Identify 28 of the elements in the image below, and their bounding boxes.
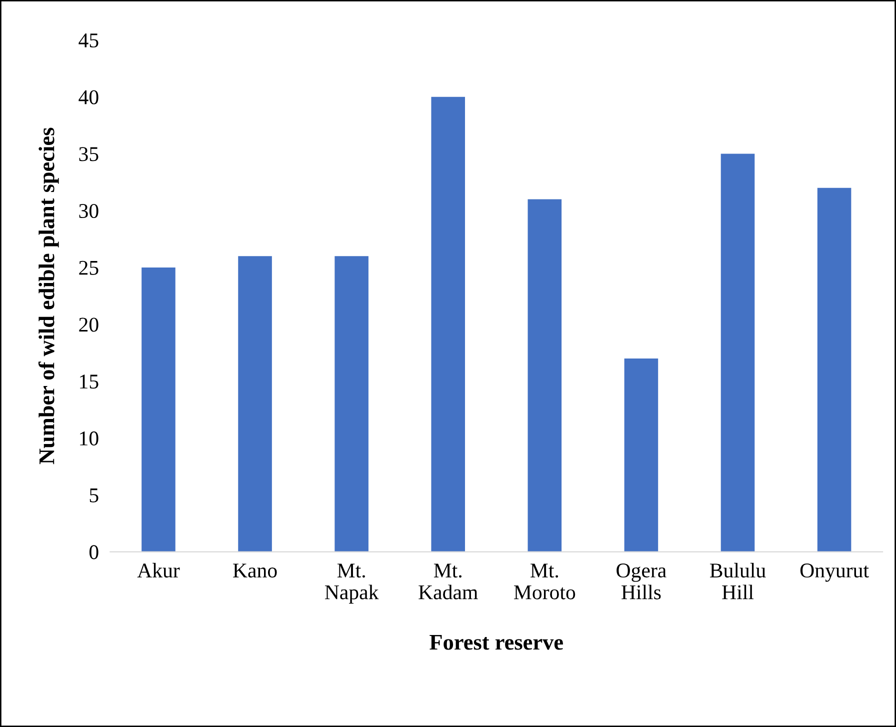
- bar: [720, 154, 755, 552]
- y-tick-label: 45: [78, 34, 98, 48]
- bar: [334, 256, 368, 552]
- y-tick-label: 5: [90, 488, 98, 502]
- y-tick-label: 20: [79, 318, 98, 332]
- bar: [817, 188, 852, 552]
- x-tick-label: Kano: [233, 564, 277, 578]
- bar: [624, 358, 658, 552]
- x-tick-label: Bululu Hill: [710, 562, 766, 600]
- x-tick-label: Mt. Napak: [324, 564, 379, 604]
- y-tick-label: 30: [79, 204, 98, 218]
- y-tick-label: 25: [79, 260, 98, 275]
- y-tick-label: 0: [89, 545, 98, 560]
- x-tick-label: Onyurut: [800, 564, 869, 582]
- y-axis-title: Number of wild edible plant species: [38, 128, 59, 464]
- bar: [528, 199, 562, 552]
- x-tick-label: Akur: [137, 562, 180, 578]
- y-tick-label: 35: [79, 147, 98, 162]
- bar: [431, 96, 466, 552]
- y-tick-label: 15: [80, 374, 98, 389]
- x-axis-title: Forest reserve: [430, 635, 563, 650]
- bar: [238, 256, 272, 552]
- x-tick-label: Mt. Moroto: [514, 564, 576, 600]
- bar: [142, 267, 176, 552]
- x-tick-label: Mt. Kadam: [418, 564, 478, 600]
- y-tick-label: 40: [78, 90, 98, 104]
- y-tick-label: 10: [80, 431, 98, 446]
- x-tick-label: Ogera Hills: [616, 564, 666, 600]
